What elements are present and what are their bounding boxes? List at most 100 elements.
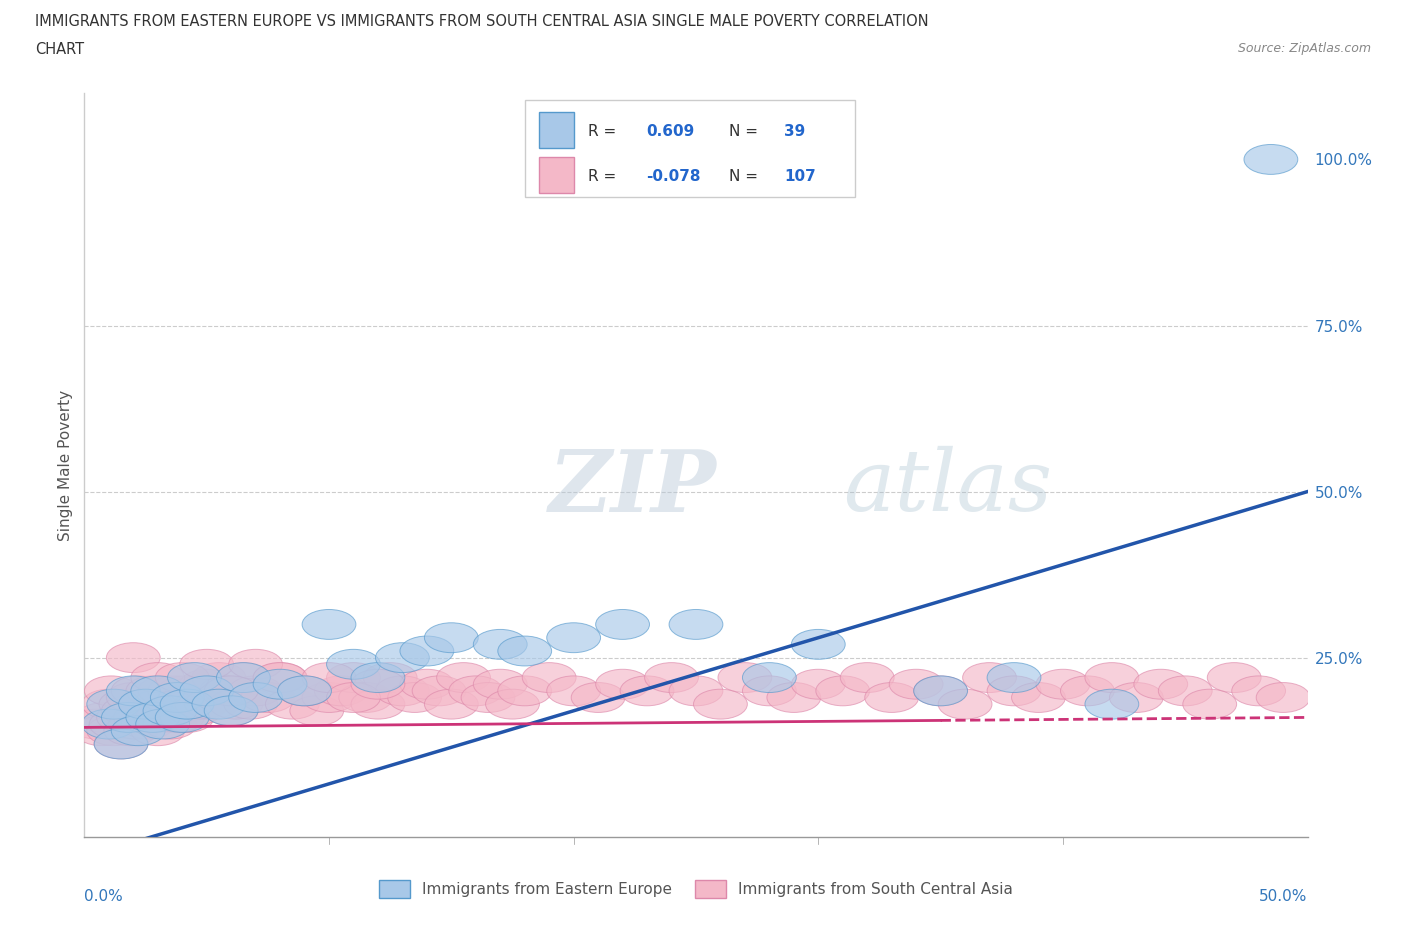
Ellipse shape (461, 683, 515, 712)
Ellipse shape (1182, 689, 1237, 719)
Ellipse shape (277, 676, 332, 706)
Ellipse shape (425, 689, 478, 719)
Ellipse shape (1085, 689, 1139, 719)
Text: ZIP: ZIP (550, 445, 717, 529)
Ellipse shape (94, 729, 148, 759)
Ellipse shape (938, 689, 993, 719)
Ellipse shape (127, 676, 180, 706)
Ellipse shape (155, 689, 209, 719)
Ellipse shape (94, 729, 148, 759)
Ellipse shape (70, 709, 124, 739)
Ellipse shape (180, 670, 233, 699)
Ellipse shape (167, 696, 221, 725)
Ellipse shape (449, 676, 503, 706)
Text: Source: ZipAtlas.com: Source: ZipAtlas.com (1237, 42, 1371, 55)
Ellipse shape (522, 663, 576, 693)
Ellipse shape (1036, 670, 1090, 699)
Ellipse shape (363, 663, 418, 693)
FancyBboxPatch shape (524, 100, 855, 197)
Ellipse shape (131, 676, 184, 706)
Ellipse shape (596, 609, 650, 640)
Ellipse shape (127, 702, 180, 733)
Ellipse shape (87, 689, 141, 719)
Text: N =: N = (728, 125, 763, 140)
Ellipse shape (174, 689, 229, 719)
FancyBboxPatch shape (540, 113, 574, 148)
Ellipse shape (217, 663, 270, 693)
Ellipse shape (644, 663, 699, 693)
Ellipse shape (547, 676, 600, 706)
Ellipse shape (693, 689, 748, 719)
Ellipse shape (204, 676, 259, 706)
Ellipse shape (204, 696, 259, 725)
Ellipse shape (111, 676, 165, 706)
Ellipse shape (266, 689, 319, 719)
Ellipse shape (437, 663, 491, 693)
Ellipse shape (498, 676, 551, 706)
Ellipse shape (131, 716, 184, 746)
Ellipse shape (136, 702, 190, 733)
Ellipse shape (204, 696, 259, 725)
Text: IMMIGRANTS FROM EASTERN EUROPE VS IMMIGRANTS FROM SOUTH CENTRAL ASIA SINGLE MALE: IMMIGRANTS FROM EASTERN EUROPE VS IMMIGR… (35, 14, 929, 29)
Ellipse shape (150, 702, 204, 733)
Ellipse shape (914, 676, 967, 706)
Ellipse shape (302, 609, 356, 640)
Ellipse shape (167, 663, 221, 693)
Ellipse shape (104, 716, 157, 746)
Ellipse shape (596, 670, 650, 699)
Ellipse shape (253, 663, 307, 693)
Ellipse shape (914, 676, 967, 706)
Ellipse shape (302, 663, 356, 693)
Text: 0.609: 0.609 (645, 125, 695, 140)
Ellipse shape (1159, 676, 1212, 706)
Ellipse shape (339, 683, 392, 712)
Ellipse shape (82, 689, 136, 719)
Ellipse shape (240, 683, 295, 712)
Ellipse shape (412, 676, 465, 706)
Ellipse shape (1232, 676, 1285, 706)
Ellipse shape (150, 683, 204, 712)
Ellipse shape (290, 696, 343, 725)
Ellipse shape (571, 683, 626, 712)
Ellipse shape (143, 696, 197, 725)
Ellipse shape (815, 676, 870, 706)
Ellipse shape (277, 676, 332, 706)
Ellipse shape (253, 670, 307, 699)
Ellipse shape (229, 683, 283, 712)
Text: 39: 39 (785, 125, 806, 140)
Ellipse shape (148, 676, 202, 706)
Ellipse shape (138, 676, 193, 706)
Ellipse shape (399, 636, 454, 666)
Ellipse shape (963, 663, 1017, 693)
Ellipse shape (200, 676, 253, 706)
Ellipse shape (97, 702, 150, 733)
Ellipse shape (1085, 663, 1139, 693)
Ellipse shape (388, 683, 441, 712)
Ellipse shape (841, 663, 894, 693)
Ellipse shape (87, 716, 141, 746)
Ellipse shape (155, 663, 209, 693)
Ellipse shape (155, 702, 209, 733)
Ellipse shape (163, 683, 217, 712)
Ellipse shape (146, 696, 200, 725)
Ellipse shape (170, 676, 224, 706)
Ellipse shape (277, 676, 332, 706)
Ellipse shape (352, 663, 405, 693)
Ellipse shape (217, 663, 270, 693)
Ellipse shape (620, 676, 673, 706)
Ellipse shape (302, 683, 356, 712)
Ellipse shape (107, 683, 160, 712)
Ellipse shape (82, 709, 136, 739)
Ellipse shape (498, 636, 551, 666)
Ellipse shape (160, 689, 214, 719)
Ellipse shape (865, 683, 918, 712)
Ellipse shape (766, 683, 821, 712)
Ellipse shape (84, 676, 138, 706)
Ellipse shape (98, 689, 153, 719)
Ellipse shape (229, 676, 283, 706)
Ellipse shape (352, 689, 405, 719)
Ellipse shape (180, 676, 233, 706)
Ellipse shape (134, 689, 187, 719)
Ellipse shape (107, 643, 160, 672)
Ellipse shape (131, 663, 184, 693)
